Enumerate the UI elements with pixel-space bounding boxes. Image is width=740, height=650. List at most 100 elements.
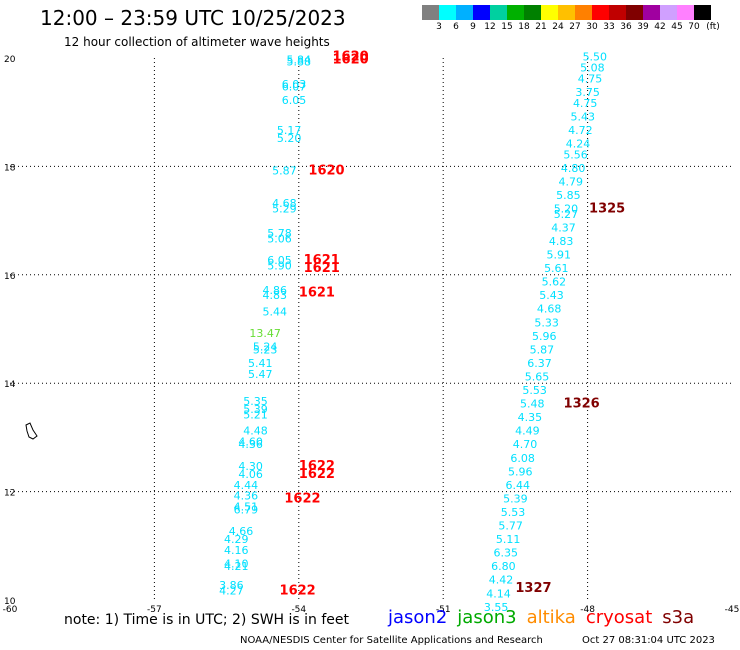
satellite-legend: jason2 jason3 altika cryosat s3a <box>388 607 704 628</box>
wave-height-label: 4.35 <box>518 411 543 424</box>
legend-label: 24 <box>552 22 564 32</box>
legend-swatch <box>626 5 643 20</box>
wave-height-label: 5.90 <box>267 259 292 272</box>
wave-height-label: 4.66 <box>229 525 254 538</box>
legend-label: 33 <box>603 22 615 32</box>
wave-height-label: 3.86 <box>219 579 244 592</box>
wave-height-label: 4.36 <box>238 438 263 451</box>
page-title: 12:00 – 23:59 UTC 10/25/2023 <box>40 6 346 30</box>
timestamp-text: Oct 27 08:31:04 UTC 2023 <box>582 635 715 646</box>
page-subtitle: 12 hour collection of altimeter wave hei… <box>64 35 330 49</box>
wave-height-label: 5.27 <box>554 208 579 221</box>
wave-height-label: 6.35 <box>494 547 519 560</box>
wave-height-label: 4.80 <box>561 162 586 175</box>
time-label: 1326 <box>564 397 600 412</box>
wave-height-label: 4.83 <box>549 235 574 248</box>
wave-height-label: 5.78 <box>267 227 292 240</box>
wave-height-label: 5.24 <box>253 341 278 354</box>
legend-swatch <box>558 5 575 20</box>
wave-height-label: 4.21 <box>224 560 249 573</box>
x-tick-label: -57 <box>147 605 162 615</box>
wave-height-label: 4.60 <box>238 436 263 449</box>
wave-height-label: 5.41 <box>248 357 273 370</box>
legend-label: 21 <box>535 22 547 32</box>
x-tick-label: -54 <box>291 605 306 615</box>
legend-label: 39 <box>637 22 649 32</box>
wave-height-label: 4.30 <box>238 460 263 473</box>
legend-swatch <box>694 5 711 20</box>
wave-height-label: 5.23 <box>253 343 278 356</box>
wave-height-label: 13.47 <box>249 327 281 340</box>
y-tick-label: 10 <box>4 597 16 607</box>
legend-label: 6 <box>453 22 459 32</box>
legend-label: (ft) <box>706 22 720 32</box>
legend-label: 30 <box>586 22 598 32</box>
satellite-cryosat: cryosat <box>585 607 653 628</box>
satellite-jason2: jason2 <box>388 607 448 628</box>
wave-height-label: 5.77 <box>498 520 523 533</box>
wave-height-label: 5.84 <box>287 53 312 66</box>
time-label: 1621 <box>304 261 340 276</box>
wave-height-label: 5.39 <box>243 403 268 416</box>
wave-height-label: 3.55 <box>484 601 509 614</box>
credit-text: NOAA/NESDIS Center for Satellite Applica… <box>240 635 543 646</box>
legend-label: 9 <box>470 22 476 32</box>
wave-height-label: 5.91 <box>546 249 571 262</box>
wave-height-label: 5.11 <box>496 533 521 546</box>
time-label: 1621 <box>299 285 335 300</box>
wave-height-label: 5.43 <box>539 289 564 302</box>
wave-height-label: 4.06 <box>238 468 263 481</box>
wave-height-label: 5.35 <box>243 395 268 408</box>
legend-label: 18 <box>518 22 530 32</box>
y-tick-label: 18 <box>4 163 16 173</box>
legend-swatch <box>609 5 626 20</box>
legend-swatch <box>643 5 660 20</box>
wave-height-label: 4.44 <box>234 479 259 492</box>
wave-height-label: 5.39 <box>503 492 528 505</box>
y-tick-label: 20 <box>4 55 16 65</box>
footnote: note: 1) Time is in UTC; 2) SWH is in fe… <box>64 612 350 628</box>
wave-height-label: 4.16 <box>224 544 249 557</box>
wave-height-label: 5.20 <box>554 202 579 215</box>
wave-height-label: 4.72 <box>568 124 593 137</box>
wave-height-label: 4.14 <box>486 587 511 600</box>
wave-height-label: 5.43 <box>571 110 596 123</box>
time-label: 1620 <box>308 164 344 179</box>
time-label: 1620 <box>332 50 368 65</box>
time-label: 1620 <box>332 52 368 67</box>
legend-swatch <box>660 5 677 20</box>
wave-height-label: 5.65 <box>525 370 550 383</box>
wave-height-label: 4.75 <box>573 97 598 110</box>
legend-swatch <box>422 5 439 20</box>
wave-height-label: 4.49 <box>515 425 540 438</box>
wave-height-label: 5.96 <box>508 465 533 478</box>
wave-height-label: 6.03 <box>282 78 307 91</box>
satellite-s3a: s3a <box>662 607 695 628</box>
wave-height-label: 6.80 <box>491 560 516 573</box>
wave-height-label: 4.48 <box>243 425 268 438</box>
wave-height-label: 6.37 <box>527 357 552 370</box>
wave-height-label: 4.79 <box>559 175 584 188</box>
legend-swatch <box>456 5 473 20</box>
wave-height-label: 4.42 <box>489 574 514 587</box>
wave-height-label: 5.88 <box>287 56 312 69</box>
wave-height-label: 4.10 <box>224 557 249 570</box>
wave-height-label: 5.85 <box>556 189 581 202</box>
x-tick-label: -48 <box>580 605 595 615</box>
wave-height-label: 5.96 <box>532 330 557 343</box>
time-label: 1621 <box>304 253 340 268</box>
wave-height-label: 4.83 <box>262 289 287 302</box>
legend-label: 36 <box>620 22 632 32</box>
wave-height-label: 6.08 <box>510 452 535 465</box>
legend-swatch <box>490 5 507 20</box>
wave-height-label: 6.05 <box>267 254 292 267</box>
wave-height-label: 4.68 <box>272 197 297 210</box>
wave-height-label: 5.87 <box>530 343 555 356</box>
wave-height-label: 5.21 <box>243 408 268 421</box>
wave-height-label: 6.79 <box>234 503 259 516</box>
color-scale-labels: 3 6 9 12 15 18 21 24 27 30 33 36 39 42 45 70 (ft) <box>422 22 740 34</box>
island-outline <box>25 422 38 440</box>
wave-height-label: 4.36 <box>234 490 259 503</box>
legend-label: 45 <box>671 22 683 32</box>
